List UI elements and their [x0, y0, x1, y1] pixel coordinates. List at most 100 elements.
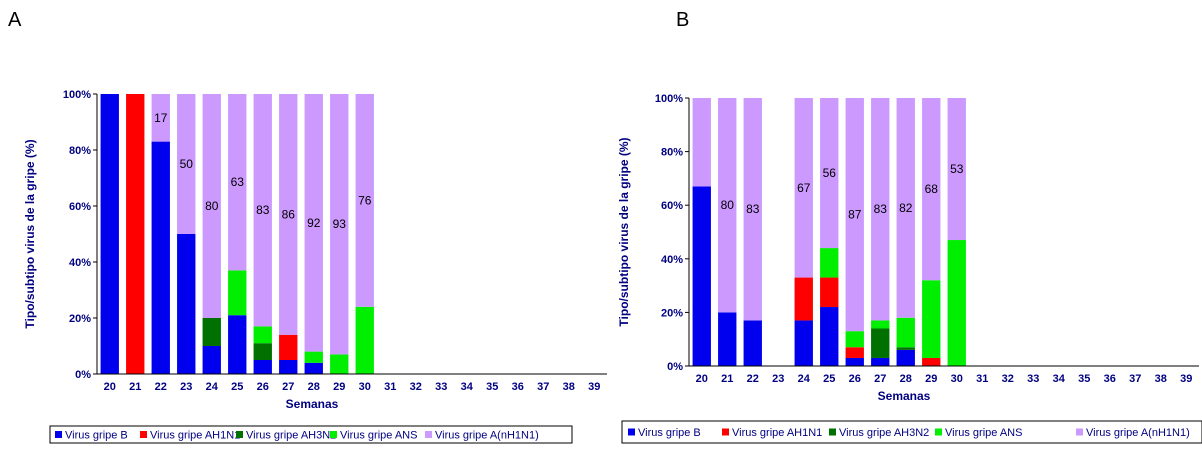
x-tick-label: 38	[563, 381, 575, 393]
legend-label: Virus gripe AH1N1	[732, 427, 822, 439]
bar-segment	[279, 334, 298, 360]
data-label: 68	[925, 182, 939, 196]
x-tick-label: 32	[410, 381, 422, 393]
y-tick-label: 100%	[63, 89, 91, 101]
y-axis-title: Tipo/subtipo virus de la gripe (%)	[23, 139, 37, 328]
y-tick-label: 40%	[661, 254, 683, 266]
x-tick-label: 21	[721, 373, 733, 385]
legend-swatch	[722, 428, 729, 436]
bar-segment	[845, 347, 864, 358]
bar-segment	[896, 349, 915, 366]
bar-segment	[330, 94, 349, 355]
legend-label: Virus gripe ANS	[340, 430, 417, 442]
legend-label: Virus gripe ANS	[945, 427, 1022, 439]
bar-segment	[871, 320, 890, 329]
chart-panel-b: 0% 20% 40% 60% 80% 100% 20 80 21 83 22 23 67 24 56 25 87…	[617, 93, 1202, 444]
bar-segment	[743, 320, 762, 366]
x-tick-label: 38	[1155, 373, 1167, 385]
x-tick-label: 34	[1053, 373, 1066, 385]
bar-segment	[151, 94, 170, 142]
bar-segment	[202, 94, 221, 318]
bar-segment	[871, 328, 890, 358]
data-label: 80	[721, 198, 735, 212]
bar-segment	[228, 94, 247, 271]
legend-swatch	[425, 431, 432, 438]
bar-segment	[177, 234, 196, 374]
x-tick-label: 22	[747, 373, 759, 385]
bar-segment	[845, 98, 864, 332]
data-label: 76	[358, 193, 372, 207]
legend-box	[621, 420, 1202, 444]
bar-segment	[896, 347, 915, 350]
chart-panel-a: 0% 20% 40% 60% 80% 100% 20 21 17 22 50 23 80 24 63 25 83…	[23, 89, 607, 444]
legend-label: Virus gripe A(nH1N1)	[1086, 427, 1190, 439]
legend-swatch	[236, 431, 243, 438]
x-tick-label: 27	[282, 381, 294, 393]
x-axis-title: Semanas	[878, 389, 931, 403]
bar-segment	[304, 94, 323, 352]
x-tick-label: 21	[129, 381, 141, 393]
data-label: 83	[256, 203, 270, 217]
y-tick-label: 60%	[661, 200, 683, 212]
legend-swatch	[935, 428, 942, 436]
x-tick-label: 20	[696, 373, 708, 385]
bar-segment	[126, 94, 145, 374]
legend-swatch	[55, 431, 62, 438]
x-tick-label: 24	[206, 381, 219, 393]
data-label: 56	[823, 166, 837, 180]
legend-label: Virus gripe A(nH1N1)	[435, 430, 539, 442]
panel-letter-a: A	[8, 9, 22, 31]
data-label: 53	[950, 162, 964, 176]
bar-segment	[177, 94, 196, 234]
bar-segment	[922, 280, 941, 358]
bar-segment	[100, 94, 119, 374]
x-tick-label: 30	[951, 373, 963, 385]
bar-segment	[794, 98, 813, 278]
data-label: 87	[848, 208, 862, 222]
bar-segment	[820, 98, 839, 249]
x-tick-label: 26	[849, 373, 861, 385]
data-label: 63	[231, 175, 245, 189]
x-tick-label: 36	[512, 381, 524, 393]
bar-segment	[947, 240, 966, 366]
legend-label: Virus gripe AH3N2	[839, 427, 929, 439]
x-tick-label: 29	[925, 373, 937, 385]
bar-segment	[279, 94, 298, 335]
y-tick-label: 20%	[661, 307, 683, 319]
x-tick-label: 25	[823, 373, 835, 385]
bar-segment	[794, 320, 813, 366]
y-tick-label: 40%	[69, 257, 91, 269]
x-tick-label: 29	[333, 381, 345, 393]
x-tick-label: 32	[1002, 373, 1014, 385]
data-label: 93	[333, 217, 347, 231]
x-tick-label: 39	[1180, 373, 1192, 385]
legend-swatch	[140, 431, 147, 438]
bar-segment	[820, 307, 839, 366]
x-tick-label: 28	[308, 381, 320, 393]
bar-segment	[355, 306, 374, 374]
bar-segment	[228, 315, 247, 374]
y-tick-label: 60%	[69, 201, 91, 213]
legend-label: Virus gripe AH3N2	[246, 430, 336, 442]
bar-segment	[253, 326, 272, 344]
data-label: 67	[797, 181, 811, 195]
y-tick-label: 80%	[661, 147, 683, 159]
x-axis-title: Semanas	[286, 397, 339, 411]
bar-segment	[253, 360, 272, 374]
x-tick-label: 36	[1104, 373, 1116, 385]
bar-segment	[922, 357, 941, 366]
bar-segment	[820, 277, 839, 308]
legend-swatch	[829, 428, 836, 436]
data-label: 50	[180, 157, 194, 171]
x-tick-label: 31	[976, 373, 988, 385]
legend-label: Virus gripe B	[65, 430, 128, 442]
x-tick-label: 35	[486, 381, 498, 393]
bar-segment	[718, 98, 737, 313]
bar-segment	[692, 186, 711, 366]
bar-segment	[202, 346, 221, 374]
x-tick-label: 23	[772, 373, 784, 385]
x-tick-label: 23	[180, 381, 192, 393]
legend-swatch	[1076, 428, 1083, 436]
legend-swatch	[628, 428, 635, 436]
